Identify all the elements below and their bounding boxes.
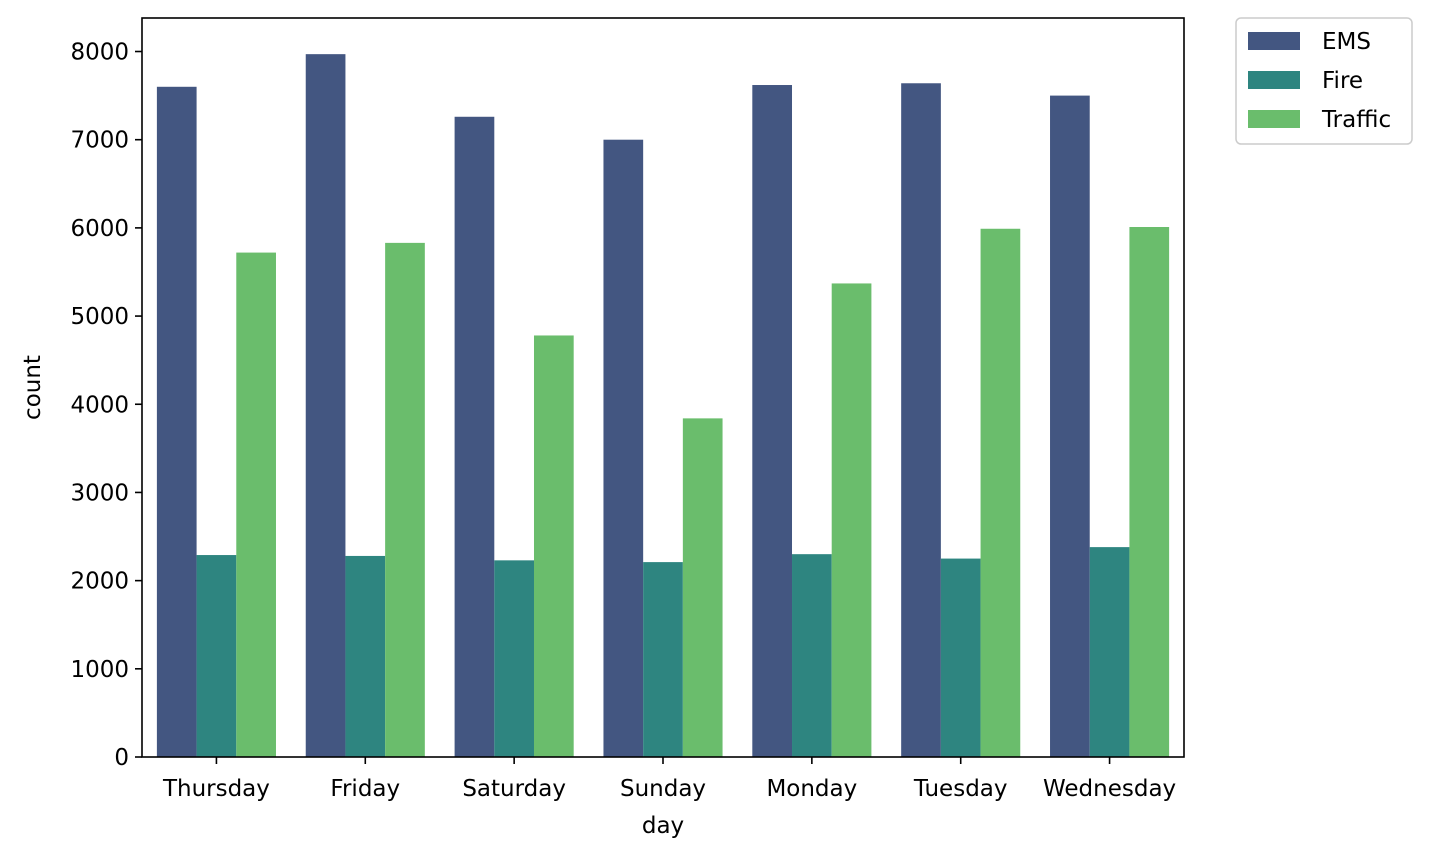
bar-ems-wednesday: [1050, 95, 1090, 758]
y-tick-label: 1000: [70, 657, 129, 683]
bar-fire-tuesday: [940, 558, 981, 757]
y-axis: 0 1000 2000 3000 4000 5000 6000 7000 8000: [70, 40, 142, 771]
y-tick-label: 7000: [70, 128, 129, 154]
bar-fire-friday: [345, 555, 386, 757]
legend-label-traffic: Traffic: [1321, 107, 1391, 133]
x-tick-label: Monday: [766, 776, 857, 802]
legend-label-fire: Fire: [1322, 68, 1363, 94]
bar-traffic-tuesday: [980, 228, 1021, 757]
legend-label-ems: EMS: [1322, 29, 1371, 55]
bar-ems-saturday: [454, 116, 495, 757]
x-axis: Thursday Friday Saturday Sunday Monday Tuesda…: [162, 757, 1176, 802]
x-tick-label: Thursday: [162, 776, 270, 802]
x-tick-label: Sunday: [620, 776, 706, 802]
legend: EMS Fire Traffic: [1235, 17, 1413, 145]
bar-ems-tuesday: [901, 83, 941, 757]
bar-traffic-saturday: [533, 335, 574, 757]
bar-fire-thursday: [196, 555, 237, 757]
bar-ems-monday: [752, 85, 793, 757]
legend-swatch-ems: [1248, 32, 1300, 50]
x-tick-label: Wednesday: [1043, 776, 1176, 802]
bar-traffic-thursday: [236, 252, 276, 757]
x-tick-label: Saturday: [462, 776, 566, 802]
x-tick-label: Friday: [330, 776, 400, 802]
bar-traffic-monday: [831, 283, 872, 757]
y-tick-label: 0: [114, 745, 129, 771]
bar-fire-monday: [792, 554, 832, 757]
legend-swatch-fire: [1248, 71, 1300, 89]
bar-fire-sunday: [643, 562, 683, 757]
bar-traffic-sunday: [682, 418, 723, 757]
y-axis-label: count: [20, 355, 46, 420]
y-tick-label: 5000: [70, 304, 129, 330]
y-tick-label: 2000: [70, 569, 129, 595]
bar-traffic-friday: [385, 242, 425, 757]
bar-fire-wednesday: [1089, 547, 1130, 757]
y-tick-label: 4000: [70, 392, 129, 418]
bar-traffic-wednesday: [1129, 227, 1170, 757]
bars-layer: [156, 54, 1170, 758]
bar-ems-sunday: [603, 139, 644, 757]
bar-fire-saturday: [494, 560, 534, 757]
legend-swatch-traffic: [1248, 110, 1300, 128]
x-tick-label: Tuesday: [913, 776, 1008, 802]
y-tick-label: 3000: [70, 480, 129, 506]
y-tick-label: 6000: [70, 216, 129, 242]
y-tick-label: 8000: [70, 40, 129, 66]
x-axis-label: day: [642, 813, 684, 839]
bar-ems-thursday: [156, 86, 197, 758]
bar-ems-friday: [305, 54, 346, 758]
